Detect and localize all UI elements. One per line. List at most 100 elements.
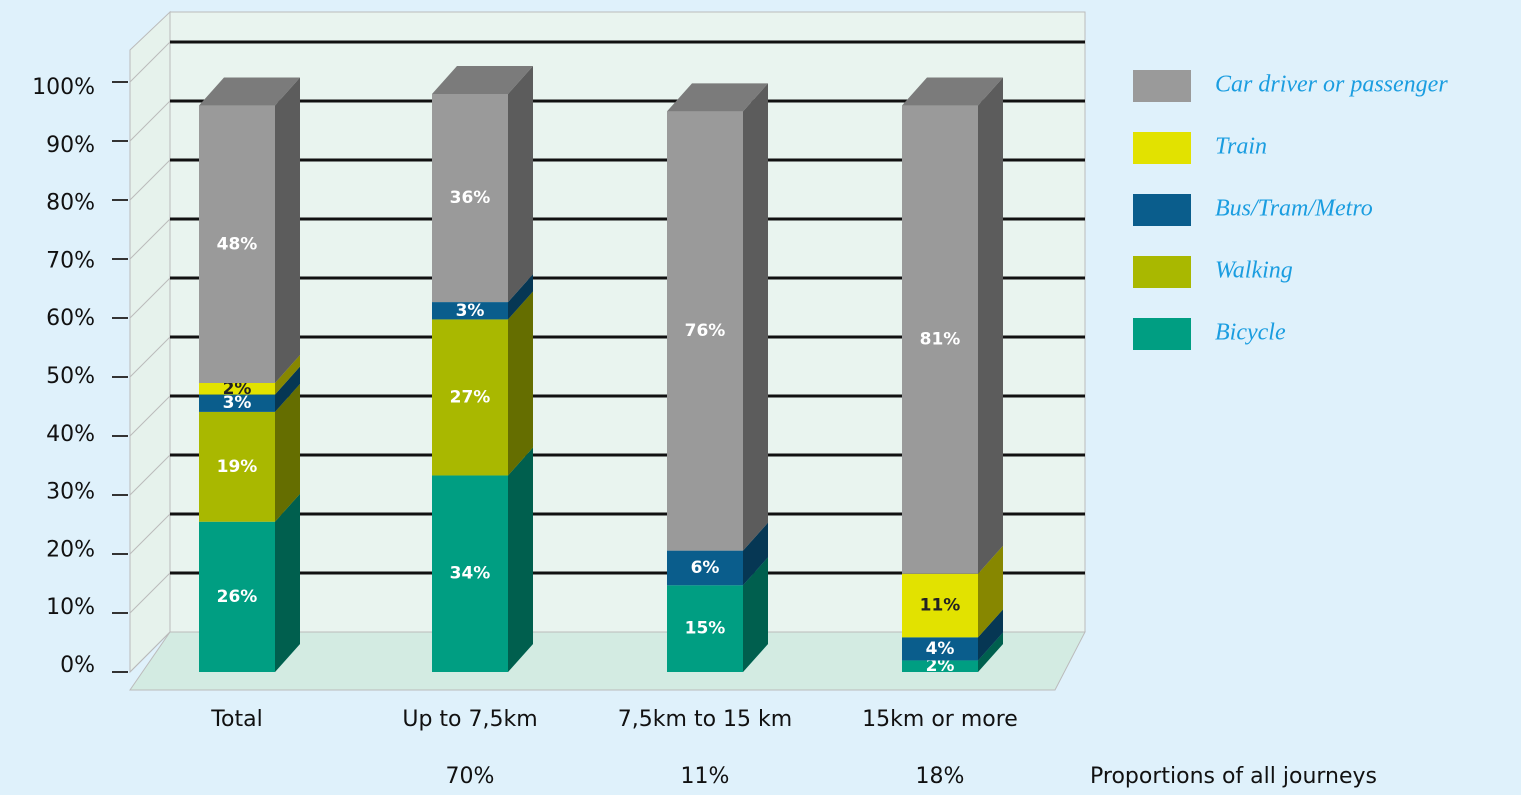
bar-segment (432, 319, 508, 476)
share-label: 18% (916, 764, 965, 789)
share-caption: Proportions of all journeys (1090, 764, 1377, 789)
wall-line (129, 513, 171, 555)
segment-label: 3% (223, 393, 252, 413)
segment-label: 11% (920, 596, 961, 616)
wall-line (129, 454, 171, 496)
bar-top (199, 77, 300, 106)
segment-label: 4% (926, 639, 955, 659)
bar-side (978, 77, 1003, 574)
wall-line (129, 100, 171, 142)
share-label: 11% (681, 764, 730, 789)
wall-line (129, 277, 171, 319)
bar-top-shade (667, 83, 768, 112)
segment-label: 34% (450, 564, 491, 584)
wall-line (129, 572, 171, 614)
y-tick-label: 20% (46, 537, 95, 562)
bar-segment (199, 105, 275, 383)
y-tick-label: 30% (46, 480, 95, 505)
bar-side (275, 383, 300, 522)
bar-side-shade (275, 366, 300, 412)
legend-swatch (1133, 318, 1191, 350)
segment-label: 15% (685, 619, 726, 639)
legend-label: Train (1215, 134, 1267, 160)
segment-label: 2% (926, 656, 955, 676)
legend-label: Bicycle (1215, 320, 1286, 346)
legend-swatch (1133, 132, 1191, 164)
bar-side (275, 366, 300, 412)
segment-label: 3% (456, 301, 485, 321)
bar-top-shade (902, 77, 1003, 106)
bar-top-shade (432, 66, 533, 94)
x-tick-label: Up to 7,5km (402, 707, 537, 732)
bar-side (275, 493, 300, 672)
bar-segment (902, 573, 978, 638)
bar-side (743, 83, 768, 551)
bar-segment (667, 111, 743, 551)
bar-segment (432, 302, 508, 320)
segment-label: 36% (450, 188, 491, 208)
segment-label: 81% (920, 330, 961, 350)
wall-line (129, 218, 171, 260)
bar-segment (432, 94, 508, 303)
bar-side-shade (978, 545, 1003, 638)
bar-side-shade (508, 291, 533, 476)
y-tick-label: 70% (46, 248, 95, 273)
y-tick-label: 90% (46, 133, 95, 158)
bar-side (978, 545, 1003, 638)
share-label: 70% (446, 764, 495, 789)
bar-top (667, 83, 768, 112)
floor (129, 631, 1086, 691)
wall-line (129, 41, 171, 83)
bar-side (508, 291, 533, 476)
bar-segment (199, 394, 275, 412)
bar-side-shade (508, 66, 533, 303)
y-tick-label: 10% (46, 595, 95, 620)
bar-side (508, 447, 533, 672)
legend-swatch (1133, 70, 1191, 102)
bar-side-shade (508, 274, 533, 320)
side-wall (129, 10, 171, 674)
bar-side-shade (275, 383, 300, 522)
bar-side-shade (275, 77, 300, 383)
y-tick-label: 0% (60, 653, 95, 678)
bar-side-shade (743, 557, 768, 672)
bar-side (275, 355, 300, 395)
y-tick-label: 80% (46, 191, 95, 216)
segment-label: 27% (450, 387, 491, 407)
bar-side (508, 274, 533, 320)
segment-label: 76% (685, 321, 726, 341)
bar-segment (199, 521, 275, 672)
bar-side (743, 557, 768, 672)
bar-side (275, 77, 300, 383)
bar-segment (199, 411, 275, 522)
y-tick-label: 50% (46, 364, 95, 389)
bar-side-shade (275, 355, 300, 395)
x-tick-label: 7,5km to 15 km (618, 707, 792, 732)
legend-label: Walking (1215, 258, 1293, 284)
wall-line (129, 395, 171, 437)
bar-side (508, 66, 533, 303)
bar-segment (667, 585, 743, 672)
segment-label: 2% (223, 379, 252, 399)
bar-side-shade (743, 522, 768, 586)
bar-segment (667, 550, 743, 586)
wall-line (129, 159, 171, 201)
x-tick-label: Total (210, 707, 262, 732)
legend-swatch (1133, 194, 1191, 226)
bar-top (902, 77, 1003, 106)
legend-label: Bus/Tram/Metro (1215, 196, 1373, 222)
bar-segment (902, 105, 978, 574)
y-tick-label: 100% (32, 75, 95, 100)
bar-side-shade (978, 609, 1003, 661)
bar-side-shade (508, 447, 533, 672)
bar-side-shade (978, 632, 1003, 672)
bar-side-shade (743, 83, 768, 551)
x-tick-label: 15km or more (862, 707, 1018, 732)
bar-segment (432, 475, 508, 672)
y-tick-label: 40% (46, 422, 95, 447)
segment-label: 48% (217, 234, 258, 254)
bar-side-shade (275, 493, 300, 672)
segment-label: 26% (217, 587, 258, 607)
wall-line (129, 336, 171, 378)
